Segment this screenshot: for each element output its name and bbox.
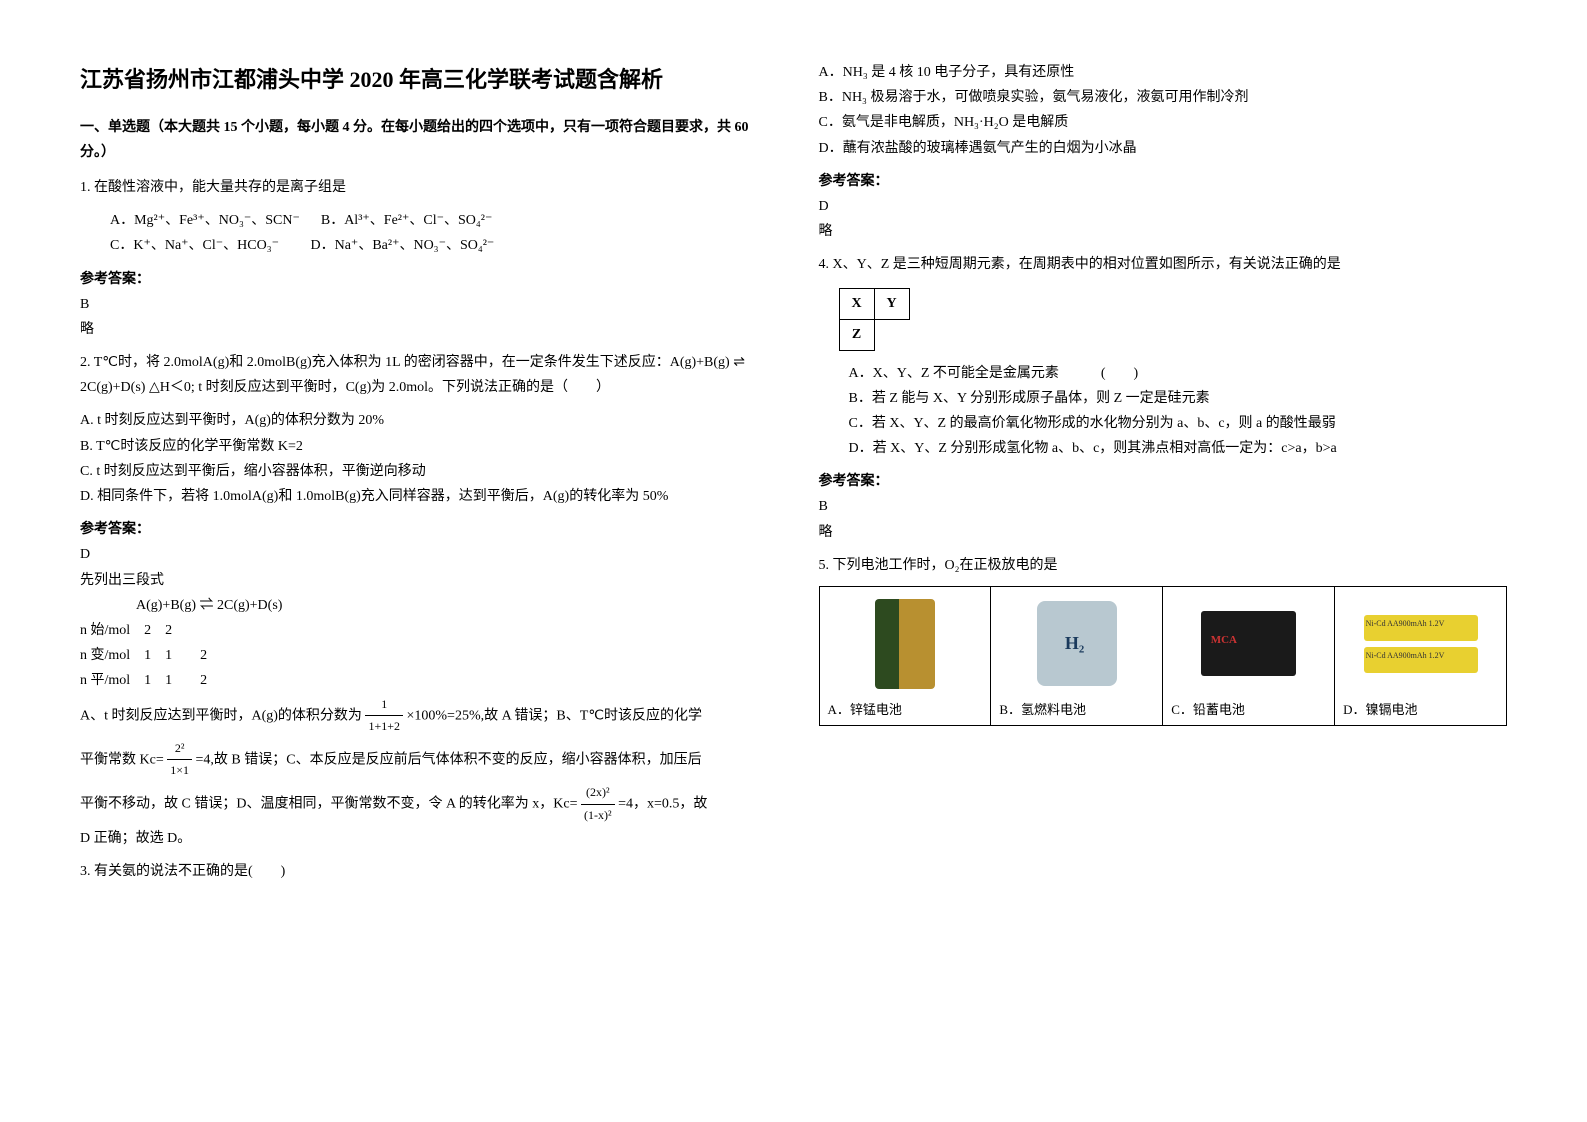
q4-answer-label: 参考答案： (819, 469, 1508, 494)
question-2-stem: 2. T℃时，将 2.0molA(g)和 2.0molB(g)充入体积为 1L … (80, 350, 769, 400)
question-3-stem: 3. 有关氨的说法不正确的是( ) (80, 859, 769, 884)
zinc-manganese-battery-icon (828, 594, 983, 694)
q1-option-d: D．Na⁺、Ba²⁺、NO₃⁻、SO₄²⁻ (311, 238, 495, 253)
battery-cell-b: B．氢燃料电池 (991, 587, 1163, 726)
cell-y: Y (874, 288, 909, 319)
q1-option-c: C．K⁺、Na⁺、Cl⁻、HCO₃⁻ (110, 238, 279, 253)
q1-brief: 略 (80, 317, 769, 342)
q2-expl2: A(g)+B(g) ⇌ 2C(g)+D(s) (80, 593, 769, 618)
q2-option-a: A. t 时刻反应达到平衡时，A(g)的体积分数为 20% (80, 408, 769, 433)
question-1-stem: 1. 在酸性溶液中，能大量共存的是离子组是 (80, 175, 769, 200)
q2-expl-line-b: 平衡常数 Kc= 2² 1×1 =4,故 B 错误；C、本反应是反应前后气体体积… (80, 738, 769, 782)
q2-explA1: A、t 时刻反应达到平衡时，A(g)的体积分数为 (80, 708, 362, 723)
right-column: A．NH₃ 是 4 核 10 电子分子，具有还原性 B．NH₃ 极易溶于水，可做… (819, 60, 1508, 892)
q2-expl5: n 平/mol 1 1 2 (80, 668, 769, 693)
cell-empty (874, 319, 909, 350)
exam-title: 江苏省扬州市江都浦头中学 2020 年高三化学联考试题含解析 (80, 60, 769, 100)
q2-expl-line-a: A、t 时刻反应达到平衡时，A(g)的体积分数为 1 1+1+2 ×100%=2… (80, 694, 769, 738)
q4-answer: B (819, 494, 1508, 519)
q2-option-d: D. 相同条件下，若将 1.0molA(g)和 1.0molB(g)充入同样容器… (80, 484, 769, 509)
q4-option-b: B．若 Z 能与 X、Y 分别形成原子晶体，则 Z 一定是硅元素 (819, 386, 1508, 411)
q2-option-c: C. t 时刻反应达到平衡后，缩小容器体积，平衡逆向移动 (80, 459, 769, 484)
q2-option-b: B. T℃时该反应的化学平衡常数 K=2 (80, 434, 769, 459)
battery-options-table: A．锌锰电池 B．氢燃料电池 C．铅蓄电池 Ni-Cd AA900mAh 1.2… (819, 586, 1508, 726)
q2-expl-end: D 正确；故选 D。 (80, 826, 769, 851)
q2-explB2: =4,故 B 错误；C、本反应是反应前后气体体积不变的反应，缩小容器体积，加压后 (196, 752, 702, 767)
cell-z: Z (839, 319, 874, 350)
battery-cell-a: A．锌锰电池 (819, 587, 991, 726)
q2-expl1: 先列出三段式 (80, 568, 769, 593)
q1-answer-label: 参考答案： (80, 267, 769, 292)
q2-explC2: =4，x=0.5，故 (618, 796, 707, 811)
q2-explA2: ×100%=25%,故 A 错误；B、T℃时该反应的化学 (406, 708, 702, 723)
cell-x: X (839, 288, 874, 319)
left-column: 江苏省扬州市江都浦头中学 2020 年高三化学联考试题含解析 一、单选题（本大题… (80, 60, 769, 892)
periodic-table-diagram: X Y Z (839, 288, 910, 351)
q3-option-b: B．NH₃ 极易溶于水，可做喷泉实验，氨气易液化，液氨可用作制冷剂 (819, 85, 1508, 110)
nickel-cadmium-battery-icon: Ni-Cd AA900mAh 1.2V Ni-Cd AA900mAh 1.2V (1343, 594, 1498, 694)
q1-option-b: B．Al³⁺、Fe²⁺、Cl⁻、SO₄²⁻ (321, 213, 493, 228)
q5-label-b: B．氢燃料电池 (999, 698, 1154, 721)
q1-option-a: A．Mg²⁺、Fe³⁺、NO₃⁻、SCN⁻ (110, 213, 300, 228)
q2-expl3: n 始/mol 2 2 (80, 618, 769, 643)
q5-label-a: A．锌锰电池 (828, 698, 983, 721)
q3-option-d: D．蘸有浓盐酸的玻璃棒遇氨气产生的白烟为小冰晶 (819, 136, 1508, 161)
battery-cell-c: C．铅蓄电池 (1163, 587, 1335, 726)
hydrogen-fuel-cell-icon (999, 594, 1154, 694)
q2-expl4: n 变/mol 1 1 2 (80, 643, 769, 668)
q4-brief: 略 (819, 520, 1508, 545)
fraction-c: (2x)² (1-x)² (581, 782, 615, 826)
fraction-b: 2² 1×1 (167, 738, 192, 782)
lead-acid-battery-icon (1171, 594, 1326, 694)
q4-option-a: A．X、Y、Z 不可能全是金属元素 ( ) (819, 361, 1508, 386)
battery-cell-d: Ni-Cd AA900mAh 1.2V Ni-Cd AA900mAh 1.2V … (1335, 587, 1507, 726)
q2-explC1: 平衡不移动，故 C 错误；D、温度相同，平衡常数不变，令 A 的转化率为 x，K… (80, 796, 578, 811)
q2-answer: D (80, 542, 769, 567)
q1-answer: B (80, 292, 769, 317)
q2-answer-label: 参考答案： (80, 517, 769, 542)
q3-brief: 略 (819, 219, 1508, 244)
q3-option-c: C．氨气是非电解质，NH₃·H₂O 是电解质 (819, 110, 1508, 135)
fraction-a: 1 1+1+2 (365, 694, 403, 738)
question-4-stem: 4. X、Y、Z 是三种短周期元素，在周期表中的相对位置如图所示，有关说法正确的… (819, 252, 1508, 277)
q5-label-c: C．铅蓄电池 (1171, 698, 1326, 721)
q2-expl-line-c: 平衡不移动，故 C 错误；D、温度相同，平衡常数不变，令 A 的转化率为 x，K… (80, 782, 769, 826)
q2-explB1: 平衡常数 Kc= (80, 752, 164, 767)
q4-option-d: D．若 X、Y、Z 分别形成氢化物 a、b、c，则其沸点相对高低一定为：c>a，… (819, 436, 1508, 461)
question-5-stem: 5. 下列电池工作时，O₂在正极放电的是 (819, 553, 1508, 578)
q4-option-c: C．若 X、Y、Z 的最高价氧化物形成的水化物分别为 a、b、c，则 a 的酸性… (819, 411, 1508, 436)
section-1-header: 一、单选题（本大题共 15 个小题，每小题 4 分。在每小题给出的四个选项中，只… (80, 115, 769, 165)
q3-answer: D (819, 194, 1508, 219)
q5-label-d: D．镍镉电池 (1343, 698, 1498, 721)
q3-option-a: A．NH₃ 是 4 核 10 电子分子，具有还原性 (819, 60, 1508, 85)
q3-answer-label: 参考答案： (819, 169, 1508, 194)
